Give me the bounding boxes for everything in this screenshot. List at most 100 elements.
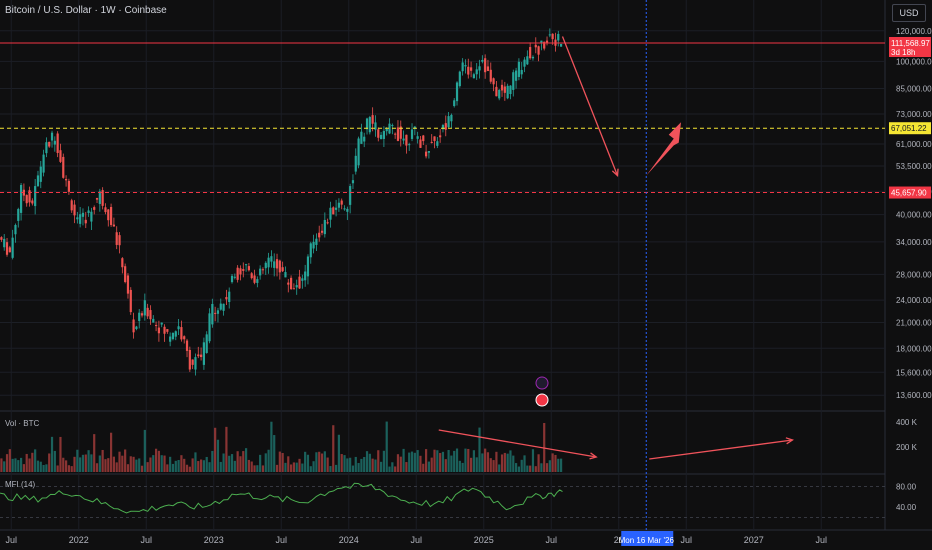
volume-bar: [298, 458, 301, 472]
candle-body: [416, 136, 419, 139]
volume-bar: [419, 455, 422, 472]
volume-bar: [124, 449, 127, 472]
y-tick-label: 15,600.00: [896, 368, 932, 377]
candle-body: [11, 237, 14, 258]
volume-bar: [236, 451, 239, 472]
candle-body: [340, 200, 343, 205]
candle-body: [36, 175, 40, 187]
currency-button[interactable]: USD: [892, 4, 926, 22]
candle-body: [259, 268, 262, 276]
candle-body: [512, 72, 515, 90]
volume-bar: [253, 465, 256, 472]
volume-bar: [559, 458, 563, 472]
volume-bar: [5, 454, 9, 472]
candle-body: [343, 208, 346, 210]
candle-body: [28, 190, 31, 203]
candle-body: [3, 238, 6, 248]
volume-bar: [334, 464, 338, 472]
volume-bar: [292, 462, 295, 472]
candle-body: [273, 261, 276, 268]
volume-bar: [458, 460, 461, 472]
candle-body: [115, 232, 118, 245]
candle-body: [458, 71, 461, 87]
volume-bar: [475, 457, 478, 472]
volume-bar: [416, 450, 419, 472]
volume-bar: [87, 450, 90, 472]
volume-bar: [42, 464, 45, 472]
candle-body: [509, 85, 512, 95]
x-tick-label: 2027: [744, 535, 764, 545]
volume-bar: [0, 458, 3, 472]
candle-body: [309, 243, 312, 258]
price-label-countdown: 3d 18h: [891, 48, 915, 57]
y-tick-label: 21,000.00: [896, 319, 932, 328]
candle-body: [166, 329, 169, 332]
volume-bar: [306, 454, 310, 472]
candle-body: [455, 82, 459, 102]
volume-bar: [98, 455, 101, 472]
candle-body: [289, 277, 293, 290]
candle-body: [185, 340, 189, 351]
candle-body: [281, 267, 284, 272]
volume-bar: [554, 454, 557, 472]
candle-body: [101, 190, 104, 206]
volume-bar: [205, 456, 208, 472]
candle-body: [228, 291, 231, 303]
candle-body: [430, 141, 433, 143]
candle-body: [146, 307, 149, 317]
volume-bar: [469, 457, 473, 472]
volume-bar: [517, 466, 520, 472]
volume-bar: [64, 460, 68, 472]
candle-body: [318, 232, 321, 238]
volume-bar: [464, 448, 467, 472]
candle-body: [514, 70, 518, 81]
candle-body: [39, 166, 42, 182]
volume-bar: [531, 449, 535, 472]
candle-body: [50, 132, 54, 141]
candle-body: [385, 128, 388, 132]
volume-bar: [399, 456, 402, 472]
volume-bar: [70, 466, 73, 472]
volume-bar: [332, 425, 335, 472]
volume-bar: [337, 434, 340, 472]
volume-bar: [391, 462, 394, 472]
candle-body: [230, 275, 234, 283]
candle-body: [143, 300, 146, 316]
volume-bar: [126, 464, 130, 472]
volume-bar: [73, 456, 76, 472]
volume-bar: [191, 458, 194, 472]
candle-body: [492, 78, 495, 85]
volume-bar: [368, 453, 371, 472]
volume-bar: [439, 453, 442, 472]
candle-body: [464, 65, 467, 67]
candle-body: [450, 114, 453, 122]
candle-body: [503, 86, 506, 93]
x-tick-label: 2022: [69, 535, 89, 545]
candle-body: [419, 139, 422, 148]
y-tick-label: 24,000.00: [896, 296, 932, 305]
candle-body: [109, 206, 113, 225]
candle-body: [346, 208, 349, 212]
volume-bar: [427, 461, 430, 472]
x-tick-label: Jul: [140, 535, 152, 545]
x-tick-label: 2023: [204, 535, 224, 545]
volume-bar: [495, 451, 498, 472]
volume-bar: [121, 455, 124, 472]
price-label-box: [889, 186, 931, 199]
candle-body: [444, 123, 447, 130]
candle-body: [253, 275, 256, 283]
volume-bar: [93, 434, 96, 472]
event-flag-icon: [535, 393, 549, 407]
candle-body: [394, 133, 397, 135]
forecast-arrow-down-head: [611, 168, 619, 178]
candle-body: [498, 89, 501, 99]
candle-body: [332, 207, 335, 215]
volume-bar: [377, 450, 380, 472]
volume-bar: [379, 461, 383, 472]
volume-bar: [545, 463, 549, 472]
volume-bar: [157, 450, 160, 472]
mfi-label: MFI (14): [5, 480, 36, 489]
y-tick-label: 40,000.00: [896, 211, 932, 220]
candle-body: [287, 282, 290, 285]
candle-body: [436, 141, 439, 146]
